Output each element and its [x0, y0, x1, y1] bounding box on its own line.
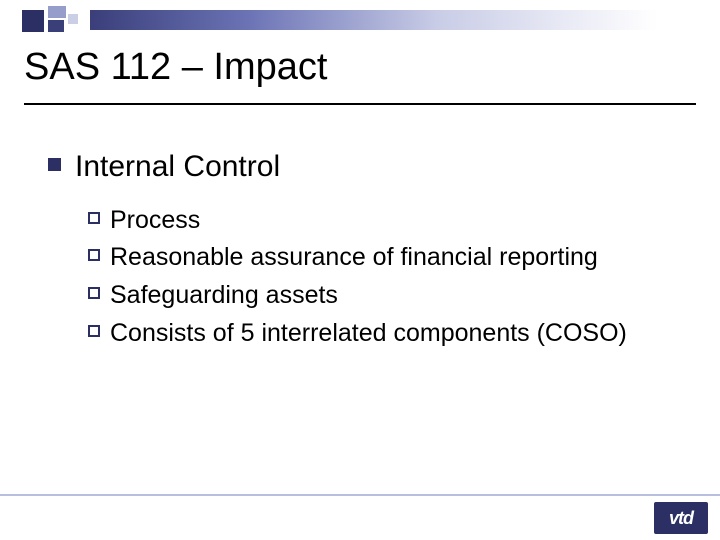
- list-item: Consists of 5 interrelated components (C…: [88, 317, 680, 351]
- slide-title: SAS 112 – Impact: [24, 46, 696, 97]
- header-bar: [0, 0, 720, 34]
- square-icon: [48, 20, 64, 32]
- hollow-square-bullet-icon: [88, 249, 100, 261]
- slide-content: Internal Control Process Reasonable assu…: [48, 148, 680, 355]
- footer-divider: [0, 494, 720, 496]
- square-icon: [22, 10, 44, 32]
- sublist: Process Reasonable assurance of financia…: [88, 204, 680, 351]
- lvl2-text: Process: [110, 204, 200, 238]
- list-item: Reasonable assurance of financial report…: [88, 241, 680, 275]
- hollow-square-bullet-icon: [88, 287, 100, 299]
- header-decorative-squares: [22, 6, 88, 34]
- hollow-square-bullet-icon: [88, 325, 100, 337]
- lvl2-text: Reasonable assurance of financial report…: [110, 241, 598, 275]
- list-item: Process: [88, 204, 680, 238]
- square-icon: [48, 6, 66, 18]
- lvl2-text: Safeguarding assets: [110, 279, 338, 313]
- filled-square-bullet-icon: [48, 158, 61, 171]
- lvl1-text: Internal Control: [75, 148, 280, 186]
- lvl2-text: Consists of 5 interrelated components (C…: [110, 317, 627, 351]
- list-item: Safeguarding assets: [88, 279, 680, 313]
- list-item: Internal Control: [48, 148, 680, 186]
- header-gradient-bar: [90, 10, 720, 30]
- title-underline: [24, 103, 696, 105]
- square-icon: [68, 14, 78, 24]
- logo-text: vtd: [669, 508, 693, 529]
- vtd-logo: vtd: [654, 502, 708, 534]
- hollow-square-bullet-icon: [88, 212, 100, 224]
- title-block: SAS 112 – Impact: [24, 46, 696, 105]
